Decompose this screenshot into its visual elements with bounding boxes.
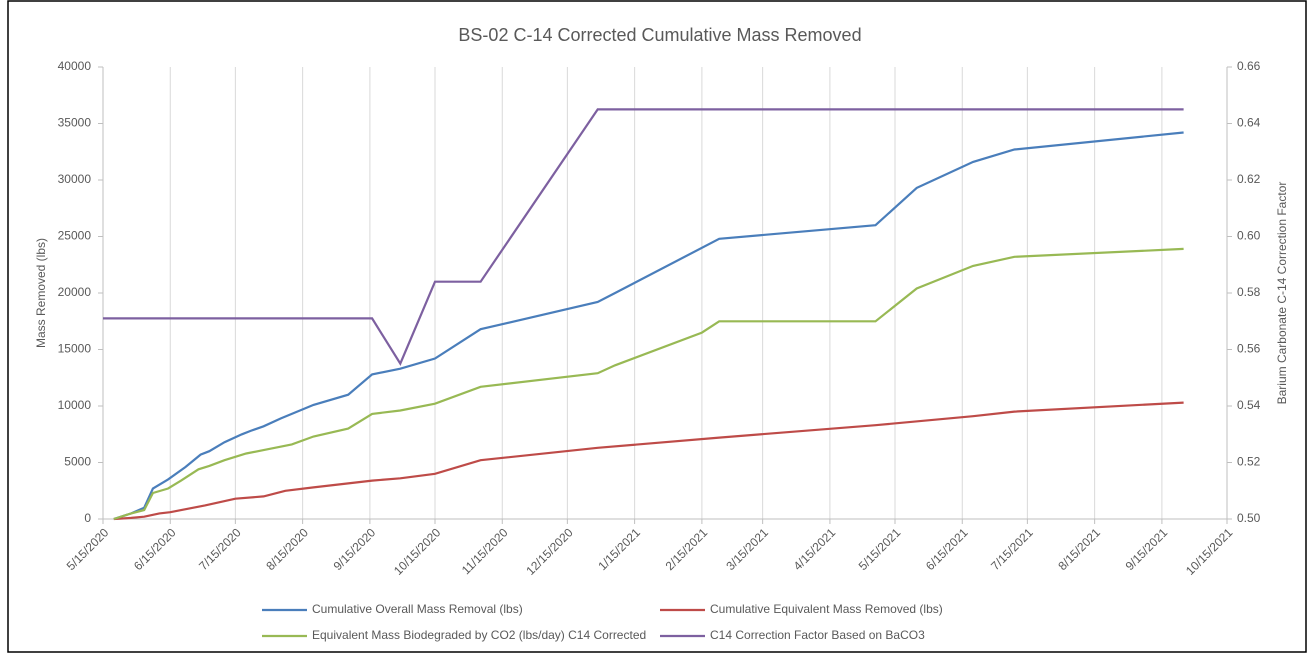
y2-tick-label: 0.54 <box>1237 398 1261 412</box>
chart-border <box>7 0 1307 653</box>
legend-label: Equivalent Mass Biodegraded by CO2 (lbs/… <box>312 628 646 642</box>
y-tick-label: 15000 <box>58 342 92 356</box>
series-line <box>113 401 1184 521</box>
y-tick-label: 10000 <box>58 398 92 412</box>
y2-tick-label: 0.56 <box>1237 342 1261 356</box>
y-tick-label: 20000 <box>58 285 92 299</box>
y2-tick-label: 0.66 <box>1237 59 1261 73</box>
chart-title: BS-02 C-14 Corrected Cumulative Mass Rem… <box>458 25 861 45</box>
y2-tick-label: 0.62 <box>1237 172 1261 186</box>
y2-axis-title: Barium Carbonate C-14 Correction Factor <box>1275 182 1289 405</box>
y2-tick-label: 0.50 <box>1237 511 1261 525</box>
y-tick-label: 5000 <box>64 455 91 469</box>
y-tick-label: 40000 <box>58 59 92 73</box>
legend-label: Cumulative Equivalent Mass Removed (lbs) <box>710 602 943 616</box>
y-axis-title: Mass Removed (lbs) <box>34 238 48 348</box>
series-line <box>113 247 1184 521</box>
y2-tick-label: 0.64 <box>1237 116 1261 130</box>
y-tick-label: 0 <box>84 511 91 525</box>
y2-tick-label: 0.52 <box>1237 455 1261 469</box>
y2-tick-label: 0.58 <box>1237 285 1261 299</box>
legend-label: C14 Correction Factor Based on BaCO3 <box>710 628 925 642</box>
y-tick-label: 30000 <box>58 172 92 186</box>
y2-tick-label: 0.60 <box>1237 229 1261 243</box>
y-tick-label: 35000 <box>58 116 92 130</box>
series-line <box>103 108 1184 366</box>
series-line <box>113 131 1184 521</box>
legend-label: Cumulative Overall Mass Removal (lbs) <box>312 602 523 616</box>
y-tick-label: 25000 <box>58 229 92 243</box>
